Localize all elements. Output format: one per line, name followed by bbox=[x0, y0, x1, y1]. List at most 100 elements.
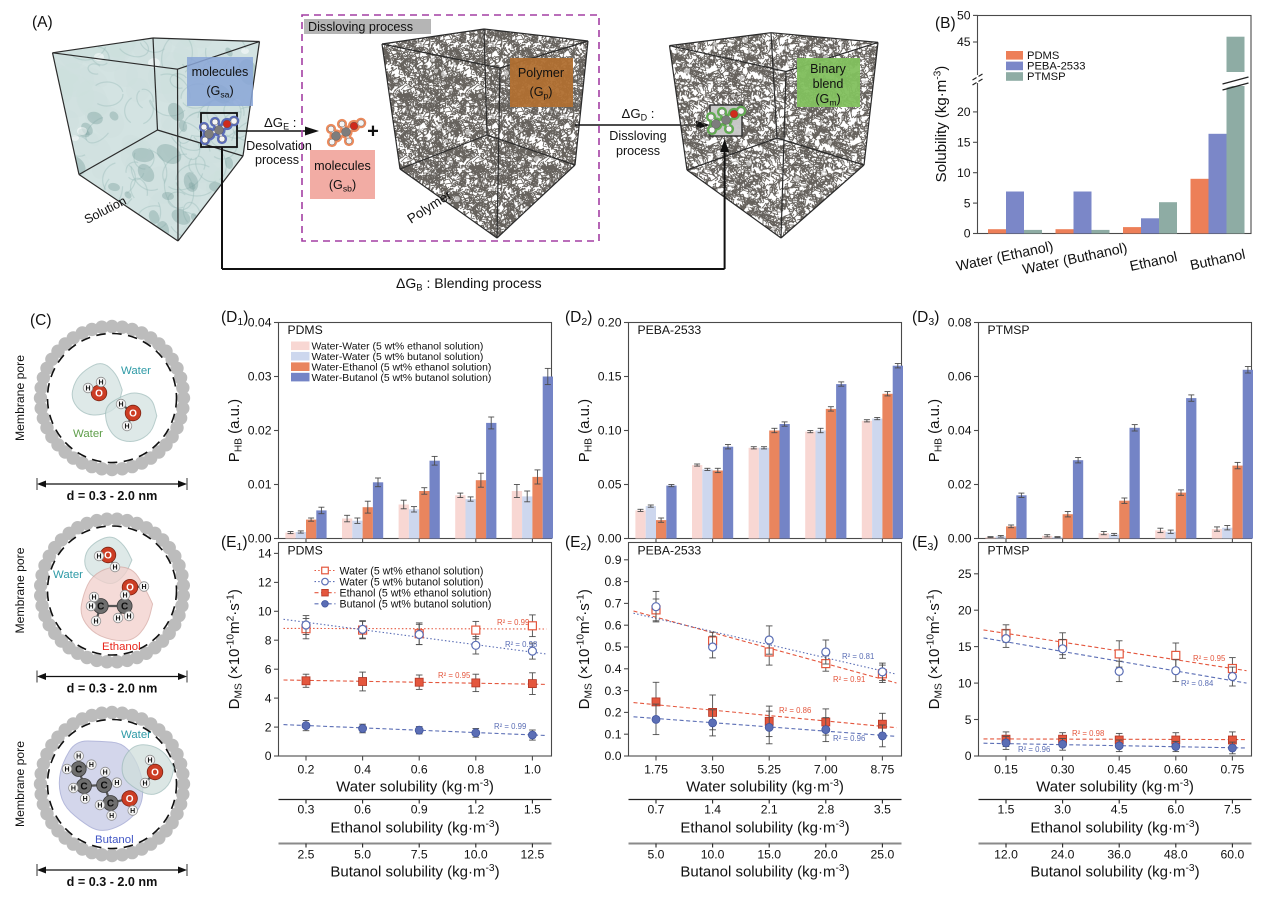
svg-text:10: 10 bbox=[258, 605, 272, 619]
svg-text:PEBA-2533: PEBA-2533 bbox=[638, 323, 702, 337]
svg-text:H: H bbox=[76, 753, 81, 760]
svg-text:0.03: 0.03 bbox=[248, 370, 272, 384]
svg-text:H: H bbox=[142, 780, 147, 787]
svg-text:0.15: 0.15 bbox=[994, 763, 1018, 777]
svg-text:H: H bbox=[85, 385, 90, 392]
svg-text:0.4: 0.4 bbox=[354, 763, 371, 777]
svg-text:0.4: 0.4 bbox=[605, 662, 622, 676]
svg-text:R² = 0.96: R² = 0.96 bbox=[833, 734, 865, 743]
svg-text:6.0: 6.0 bbox=[1167, 803, 1184, 817]
svg-text:(A): (A) bbox=[32, 14, 53, 31]
svg-text:20: 20 bbox=[958, 603, 972, 617]
svg-text:H: H bbox=[93, 618, 98, 625]
svg-text:C: C bbox=[100, 780, 107, 791]
svg-text:Membrane pore: Membrane pore bbox=[13, 355, 27, 441]
svg-text:Ethanol solubility (kg·m-3​): Ethanol solubility (kg·m-3​) bbox=[1030, 819, 1199, 837]
svg-text:0.01: 0.01 bbox=[248, 478, 272, 492]
svg-text:Water-Water (5 wt% butanol sol: Water-Water (5 wt% butanol solution) bbox=[312, 352, 484, 363]
svg-text:0.04: 0.04 bbox=[248, 316, 272, 330]
svg-text:0.00: 0.00 bbox=[598, 532, 622, 546]
svg-text:1.5: 1.5 bbox=[998, 803, 1015, 817]
svg-text:Butanol solubility (kg·m-3​): Butanol solubility (kg·m-3​) bbox=[1030, 863, 1199, 881]
svg-text:0.45: 0.45 bbox=[1107, 763, 1131, 777]
svg-text:H: H bbox=[124, 423, 129, 430]
svg-text:Water-Ethanol (5 wt% ethanol s: Water-Ethanol (5 wt% ethanol solution) bbox=[312, 363, 492, 374]
svg-text:H: H bbox=[114, 780, 119, 787]
svg-text:DMS​ (×10-10​m2​·s-1​): DMS​ (×10-10​m2​·s-1​) bbox=[575, 589, 594, 709]
svg-text:Ethanol solubility (kg·m-3​): Ethanol solubility (kg·m-3​) bbox=[330, 819, 499, 837]
svg-text:molecules: molecules bbox=[314, 159, 371, 173]
svg-text:2: 2 bbox=[265, 720, 272, 734]
svg-text:H: H bbox=[115, 615, 120, 622]
svg-text:d = 0.3 - 2.0 nm: d = 0.3 - 2.0 nm bbox=[67, 875, 158, 889]
svg-text:3.5: 3.5 bbox=[874, 803, 891, 817]
svg-text:H: H bbox=[98, 379, 103, 386]
svg-text:0.1: 0.1 bbox=[605, 727, 622, 741]
svg-text:12.5: 12.5 bbox=[521, 848, 545, 862]
svg-text:H: H bbox=[109, 813, 114, 820]
svg-text:Water solubility (kg·m-3​): Water solubility (kg·m-3​) bbox=[336, 778, 494, 796]
svg-text:(D2​): (D2​) bbox=[565, 309, 592, 328]
svg-text:PDMS: PDMS bbox=[288, 544, 323, 558]
svg-text:0: 0 bbox=[965, 749, 972, 763]
svg-text:1.5: 1.5 bbox=[524, 803, 541, 817]
svg-text:Water: Water bbox=[121, 365, 151, 377]
svg-text:Desolvation: Desolvation bbox=[246, 139, 312, 153]
svg-text:15.0: 15.0 bbox=[757, 848, 781, 862]
svg-text:R² = 0.95: R² = 0.95 bbox=[438, 671, 471, 680]
svg-text:DMS​ (×10-10​m2​·s-1​): DMS​ (×10-10​m2​·s-1​) bbox=[225, 589, 244, 709]
svg-text:H: H bbox=[89, 762, 94, 769]
svg-text:H: H bbox=[97, 802, 102, 809]
svg-text:H: H bbox=[71, 785, 76, 792]
svg-text:H: H bbox=[96, 553, 101, 560]
svg-text:6: 6 bbox=[265, 662, 272, 676]
svg-text:Water solubility (kg·m-3​): Water solubility (kg·m-3​) bbox=[686, 778, 844, 796]
svg-text:0.7: 0.7 bbox=[648, 803, 665, 817]
svg-text:(E2​): (E2​) bbox=[565, 534, 592, 553]
svg-text:0.06: 0.06 bbox=[948, 370, 972, 384]
svg-text:0.75: 0.75 bbox=[1221, 763, 1245, 777]
svg-text:0.30: 0.30 bbox=[1051, 763, 1075, 777]
svg-text:Butanol (5 wt% butanol solutio: Butanol (5 wt% butanol solution) bbox=[340, 599, 492, 611]
svg-text:H: H bbox=[64, 766, 69, 773]
svg-text:Membrane pore: Membrane pore bbox=[13, 547, 27, 633]
svg-text:0.0: 0.0 bbox=[605, 749, 622, 763]
svg-text:0.6: 0.6 bbox=[411, 763, 428, 777]
svg-text:60.0: 60.0 bbox=[1221, 848, 1245, 862]
svg-text:Ethanol solubility (kg·m-3​): Ethanol solubility (kg·m-3​) bbox=[680, 819, 849, 837]
svg-text:ΔGD​ :: ΔGD​ : bbox=[622, 106, 655, 122]
svg-text:5.25: 5.25 bbox=[757, 763, 781, 777]
svg-text:(E1​): (E1​) bbox=[221, 534, 248, 553]
svg-text:C: C bbox=[107, 798, 114, 809]
svg-text:Water (5 wt% butanol solution): Water (5 wt% butanol solution) bbox=[340, 576, 484, 588]
svg-text:10: 10 bbox=[957, 166, 971, 180]
svg-text:1.75: 1.75 bbox=[644, 763, 668, 777]
svg-text:Water: Water bbox=[53, 569, 83, 581]
svg-text:PDMS: PDMS bbox=[1027, 50, 1059, 62]
svg-text:C: C bbox=[75, 764, 82, 775]
svg-text:(Gp​): (Gp​) bbox=[530, 85, 553, 100]
svg-text:R² = 0.81: R² = 0.81 bbox=[842, 652, 874, 661]
svg-text:PHB​ (a.u.): PHB​ (a.u.) bbox=[576, 399, 595, 462]
svg-text:12: 12 bbox=[258, 576, 272, 590]
svg-text:d = 0.3 - 2.0 nm: d = 0.3 - 2.0 nm bbox=[67, 682, 158, 696]
svg-text:Polymer: Polymer bbox=[518, 66, 564, 80]
svg-text:0.02: 0.02 bbox=[248, 424, 272, 438]
svg-text:Butanol solubility (kg·m-3​): Butanol solubility (kg·m-3​) bbox=[680, 863, 849, 881]
svg-text:0.8: 0.8 bbox=[605, 575, 622, 589]
svg-text:H: H bbox=[83, 796, 88, 803]
svg-text:0.60: 0.60 bbox=[1164, 763, 1188, 777]
svg-text:O: O bbox=[129, 409, 137, 420]
svg-text:0.6: 0.6 bbox=[605, 618, 622, 632]
svg-text:14: 14 bbox=[258, 547, 272, 561]
svg-text:(Gm​): (Gm​) bbox=[815, 92, 840, 107]
svg-text:R² = 0.98: R² = 0.98 bbox=[505, 640, 537, 649]
svg-text:Butanol solubility (kg·m-3​): Butanol solubility (kg·m-3​) bbox=[330, 863, 499, 881]
svg-text:0: 0 bbox=[964, 227, 971, 241]
svg-text:20: 20 bbox=[957, 105, 971, 119]
svg-text:7.00: 7.00 bbox=[814, 763, 838, 777]
svg-text:H: H bbox=[91, 594, 96, 601]
svg-text:R² = 0.99: R² = 0.99 bbox=[497, 618, 529, 627]
svg-text:R² = 0.84: R² = 0.84 bbox=[1181, 679, 1214, 688]
svg-text:PEBA-2533: PEBA-2533 bbox=[638, 544, 702, 558]
